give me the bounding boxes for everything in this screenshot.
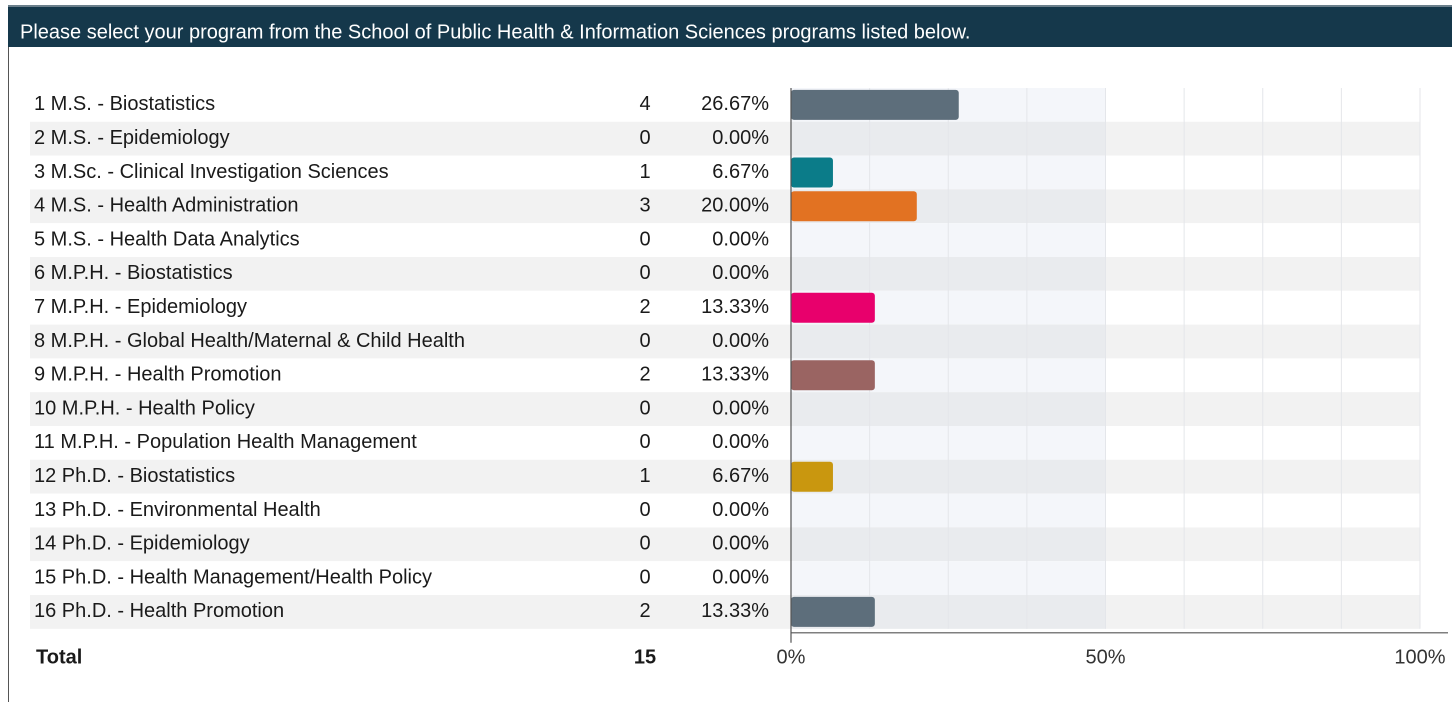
question-title: Please select your program from the Scho… (20, 21, 970, 43)
header-bar (8, 7, 1452, 47)
count: 1 (639, 465, 650, 487)
row-background (30, 257, 1420, 291)
bar (791, 292, 875, 323)
count: 0 (639, 397, 650, 419)
x-tick-label: 50% (1085, 646, 1125, 668)
program-label: 15 Ph.D. - Health Management/Health Poli… (34, 566, 432, 588)
percent-label: 0.00% (712, 566, 769, 588)
percent-label: 26.67% (701, 93, 769, 115)
bar (791, 596, 875, 627)
percent-label: 13.33% (701, 364, 769, 386)
row-background (30, 527, 1420, 562)
row-background (30, 88, 1420, 122)
percent-label: 0.00% (712, 127, 769, 149)
program-label: 1 M.S. - Biostatistics (34, 93, 215, 115)
program-label: 12 Ph.D. - Biostatistics (34, 465, 235, 487)
row-background (30, 290, 1420, 325)
header-top-line (8, 5, 1452, 7)
count: 0 (639, 262, 650, 284)
row-background (30, 459, 1420, 494)
row-background (30, 595, 1420, 629)
percent-label: 13.33% (701, 600, 769, 622)
count: 3 (639, 195, 650, 217)
program-label: 8 M.P.H. - Global Health/Maternal & Chil… (34, 330, 465, 352)
row-background (30, 561, 1420, 595)
percent-label: 6.67% (712, 465, 769, 487)
percent-label: 13.33% (701, 296, 769, 318)
total-label: Total (36, 646, 82, 668)
row-background (30, 223, 1420, 257)
row-background (30, 392, 1420, 426)
percent-label: 0.00% (712, 397, 769, 419)
program-label: 5 M.S. - Health Data Analytics (34, 228, 300, 250)
count: 0 (639, 499, 650, 521)
x-tick-label: 100% (1394, 646, 1445, 668)
program-label: 10 M.P.H. - Health Policy (34, 397, 255, 419)
count: 0 (639, 566, 650, 588)
program-label: 9 M.P.H. - Health Promotion (34, 364, 282, 386)
bar (791, 89, 959, 120)
count: 2 (639, 600, 650, 622)
program-label: 16 Ph.D. - Health Promotion (34, 600, 284, 622)
percent-label: 0.00% (712, 262, 769, 284)
percent-label: 0.00% (712, 499, 769, 521)
count: 0 (639, 127, 650, 149)
program-label: 3 M.Sc. - Clinical Investigation Science… (34, 161, 389, 183)
program-label: 4 M.S. - Health Administration (34, 195, 299, 217)
bar (791, 191, 917, 222)
row-background (30, 155, 1420, 190)
percent-label: 0.00% (712, 228, 769, 250)
percent-label: 20.00% (701, 195, 769, 217)
percent-label: 6.67% (712, 161, 769, 183)
row-background (30, 189, 1420, 224)
row-background (30, 493, 1420, 528)
row-background (30, 426, 1420, 460)
count: 0 (639, 533, 650, 555)
bar (791, 461, 833, 492)
count: 4 (639, 93, 650, 115)
bar (791, 360, 875, 391)
percent-label: 0.00% (712, 533, 769, 555)
count: 2 (639, 296, 650, 318)
count: 2 (639, 364, 650, 386)
total-count: 15 (634, 646, 656, 668)
row-background (30, 121, 1420, 156)
count: 1 (639, 161, 650, 183)
program-label: 6 M.P.H. - Biostatistics (34, 262, 233, 284)
x-tick-label: 0% (777, 646, 806, 668)
program-label: 2 M.S. - Epidemiology (34, 127, 230, 149)
count: 0 (639, 330, 650, 352)
row-background (30, 324, 1420, 359)
bar (791, 157, 833, 188)
count: 0 (639, 228, 650, 250)
count: 0 (639, 431, 650, 453)
program-label: 7 M.P.H. - Epidemiology (34, 296, 247, 318)
program-label: 14 Ph.D. - Epidemiology (34, 533, 250, 555)
percent-label: 0.00% (712, 330, 769, 352)
program-label: 11 M.P.H. - Population Health Management (34, 431, 417, 453)
program-label: 13 Ph.D. - Environmental Health (34, 499, 321, 521)
row-background (30, 358, 1420, 393)
percent-label: 0.00% (712, 431, 769, 453)
